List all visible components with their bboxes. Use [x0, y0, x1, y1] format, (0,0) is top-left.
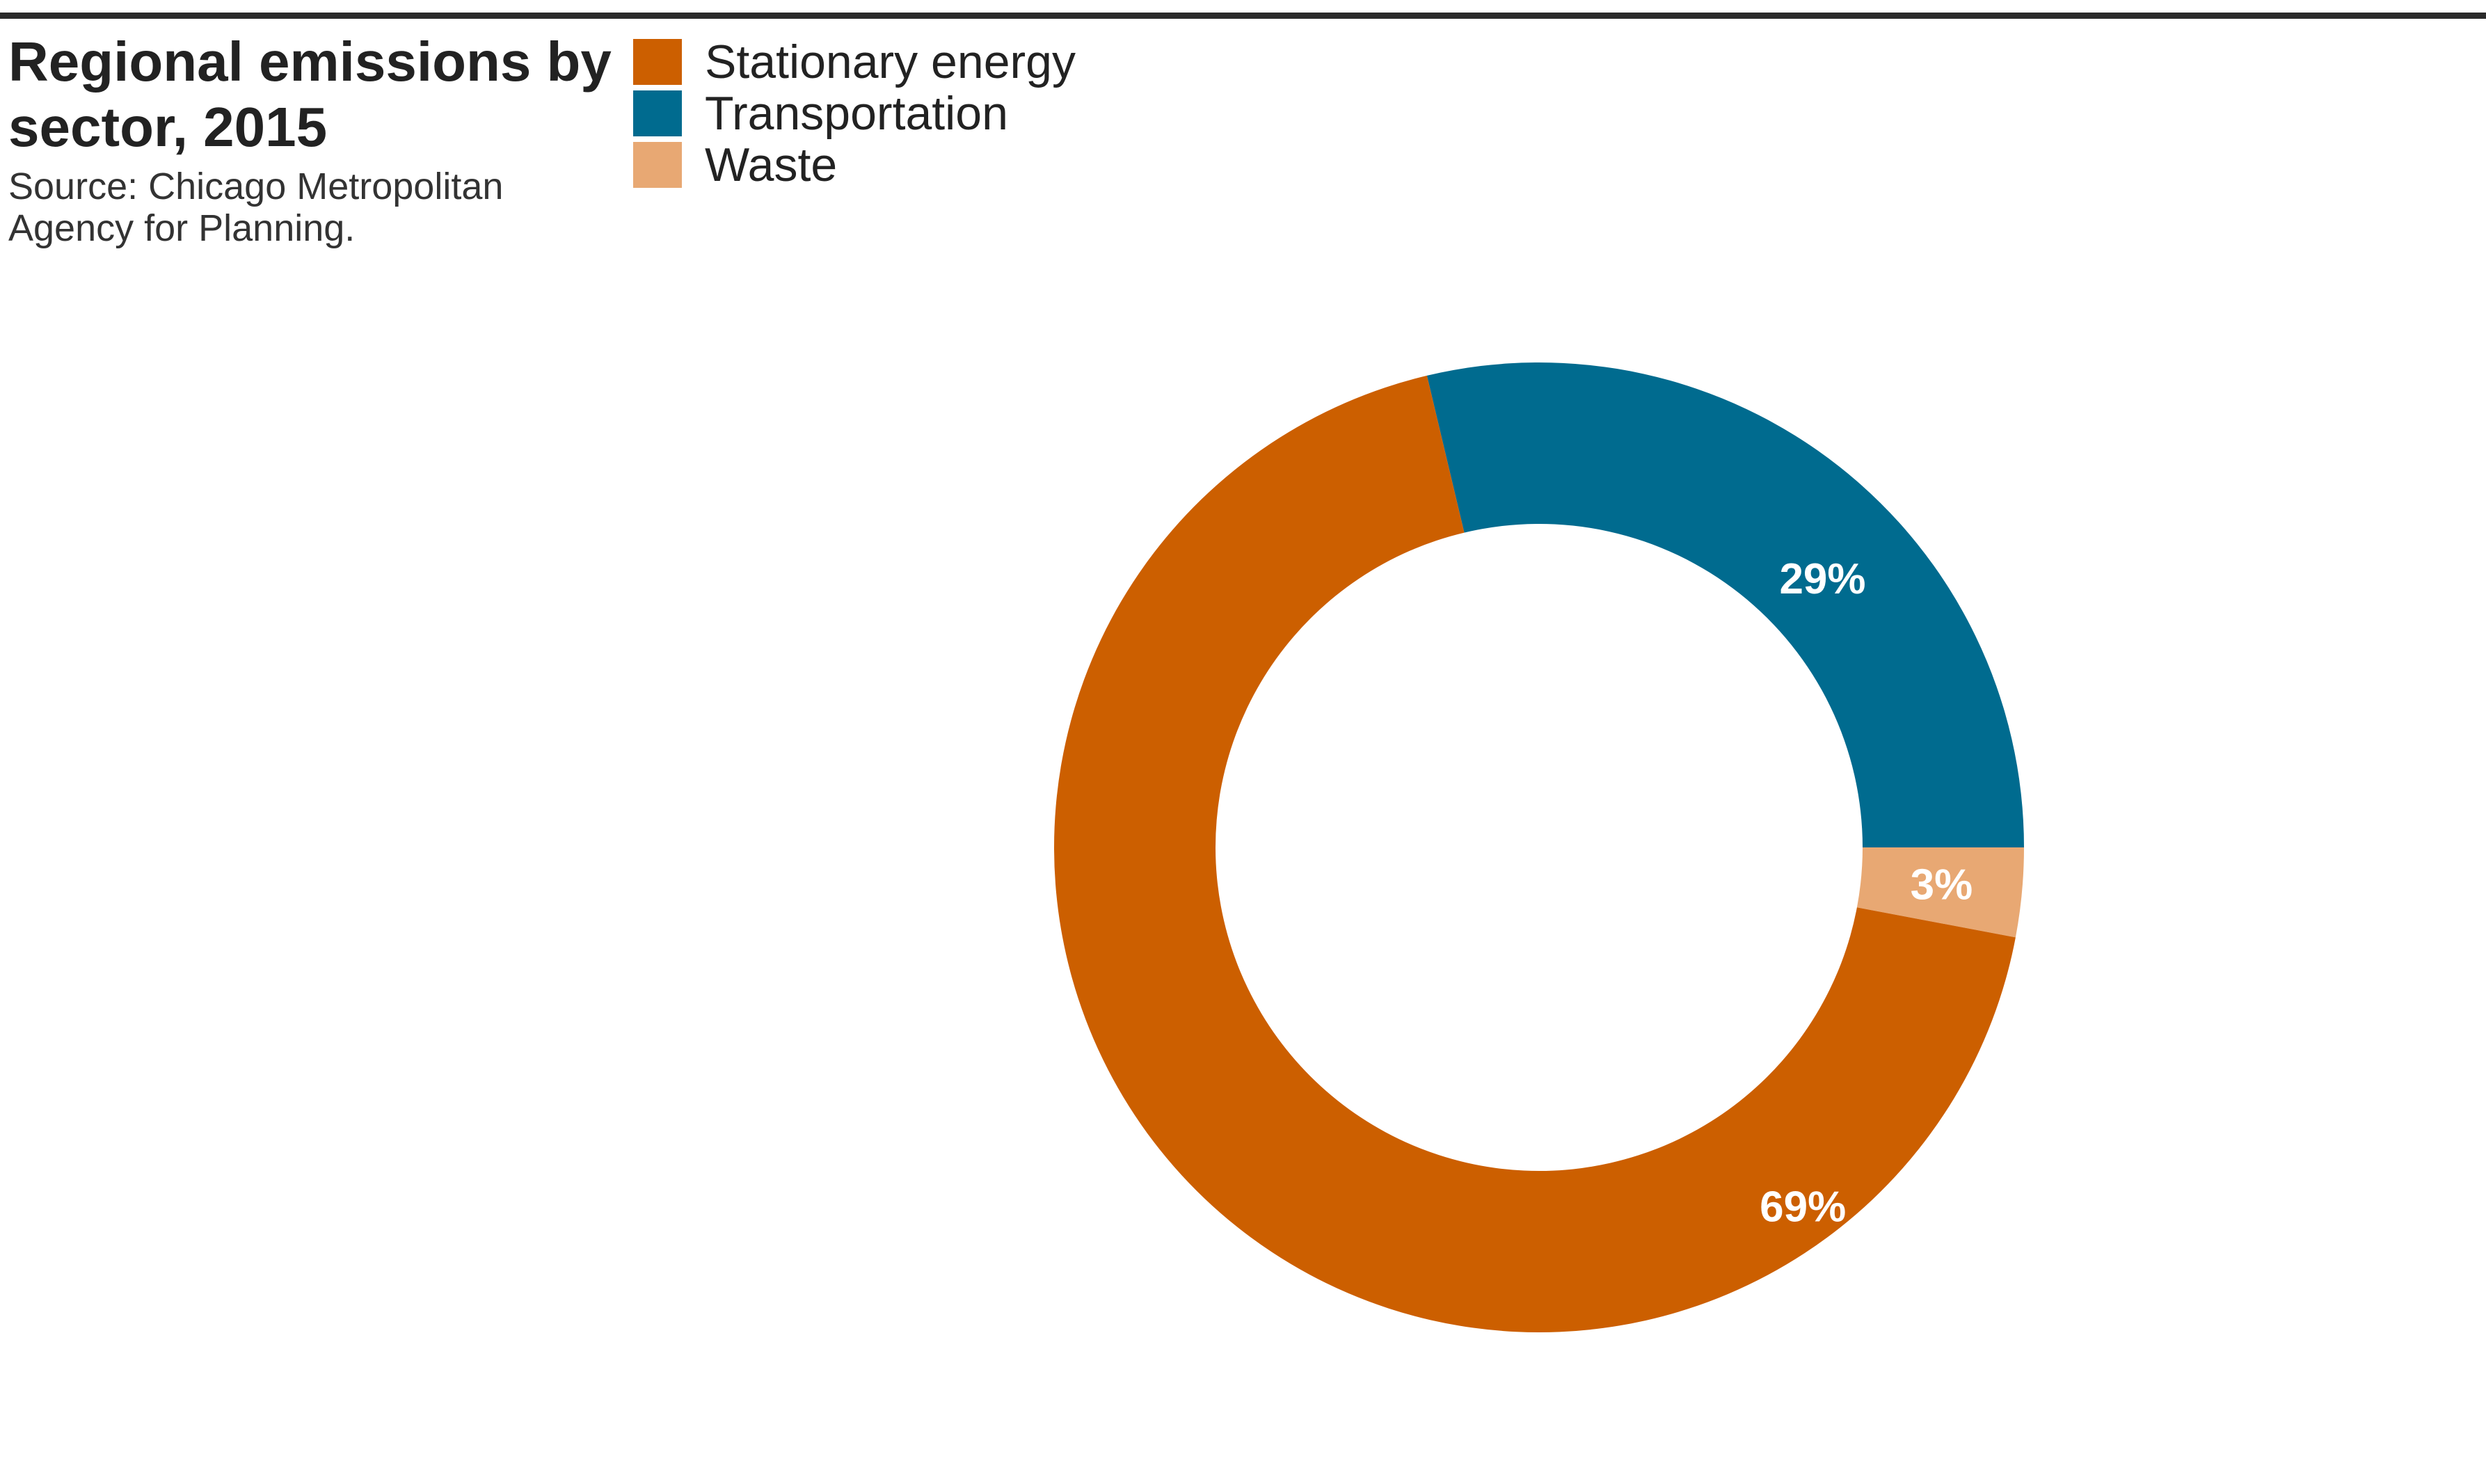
legend-swatch-transportation [633, 90, 682, 136]
legend-item-stationary-energy: Stationary energy [633, 35, 1162, 90]
slice-waste [1856, 847, 2024, 938]
legend-swatch-waste [633, 142, 682, 188]
slice-label-stationary-energy: 69% [1760, 1183, 1846, 1231]
legend-swatch-stationary-energy [633, 39, 682, 85]
chart-title: Regional emissions by sector, 2015 [8, 31, 612, 158]
slice-transportation [1426, 362, 2024, 847]
legend-label-transportation: Transportation [705, 87, 1008, 140]
chart-source: Source: Chicago Metropolitan Agency for … [8, 166, 504, 249]
slice-label-transportation: 29% [1779, 555, 1865, 603]
legend-item-transportation: Transportation [633, 87, 1162, 142]
legend-label-waste: Waste [705, 138, 838, 191]
slice-stationary-energy [1053, 375, 2016, 1333]
legend-label-stationary-energy: Stationary energy [705, 35, 1076, 88]
slice-label-waste: 3% [1911, 861, 1973, 909]
top-rule [0, 13, 2486, 19]
legend-item-waste: Waste [633, 138, 1162, 193]
